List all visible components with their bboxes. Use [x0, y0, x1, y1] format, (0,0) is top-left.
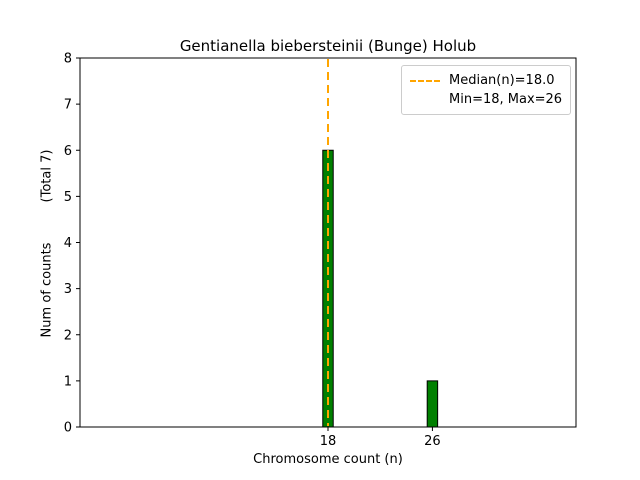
legend-label-median: Median(n)=18.0: [449, 73, 555, 88]
y-tick-label: 0: [64, 421, 72, 436]
y-tick-label: 1: [64, 374, 72, 389]
y-tick-label: 5: [64, 190, 72, 205]
y-tick-label: 6: [64, 144, 72, 159]
y-axis-label: Num of counts: [39, 242, 55, 338]
chart-title: Gentianella biebersteinii (Bunge) Holub: [179, 37, 477, 55]
y-tick-label: 7: [64, 98, 72, 113]
legend-entry-minmax: Min=18, Max=26: [410, 90, 562, 109]
legend: Median(n)=18.0 Min=18, Max=26: [401, 65, 571, 115]
median-dashed-line-sample: [410, 79, 440, 82]
x-axis-label: Chromosome count (n): [253, 452, 403, 467]
legend-sample-spacer: [410, 99, 440, 101]
y-tick-label: 2: [64, 328, 72, 343]
y-tick-label: 8: [64, 52, 72, 67]
y-tick-label: 3: [64, 282, 72, 297]
x-tick-label: 18: [320, 434, 337, 449]
y-axis-total-note: (Total 7): [39, 149, 55, 203]
legend-entry-median: Median(n)=18.0: [410, 71, 562, 90]
x-tick-label: 26: [424, 434, 441, 449]
legend-label-minmax: Min=18, Max=26: [449, 92, 563, 107]
bar: [426, 380, 439, 428]
y-tick-label: 4: [64, 236, 72, 251]
